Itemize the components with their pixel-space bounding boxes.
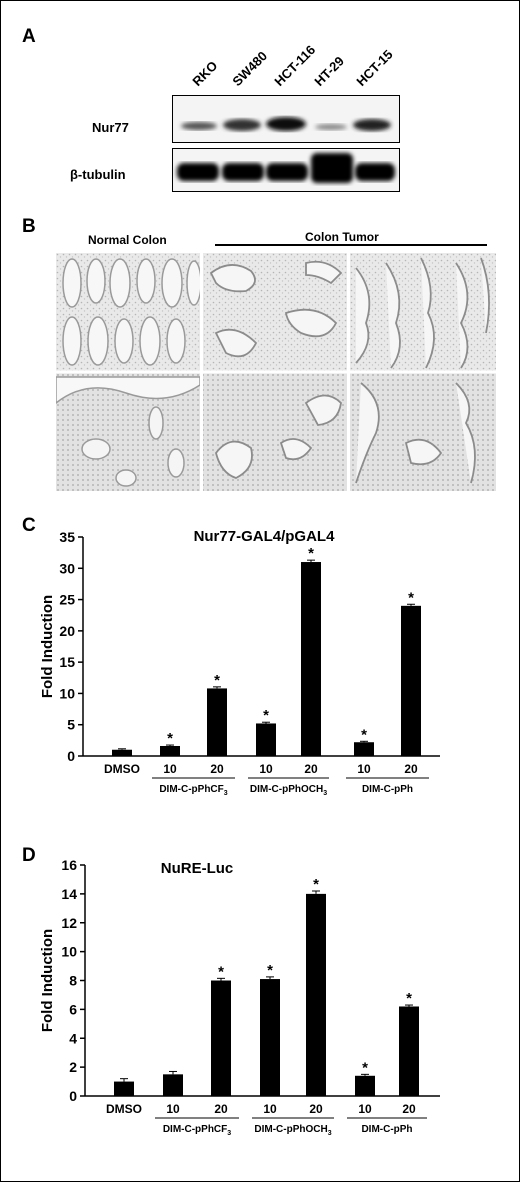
colon-tumor-bracket xyxy=(215,244,487,246)
blot-row-label-tubulin: β-tubulin xyxy=(70,167,126,182)
nur77-blot xyxy=(172,95,400,143)
histology-tumor-bottom-2 xyxy=(350,373,496,491)
x-tick-label-4: 20 xyxy=(309,1102,323,1116)
x-tick-label-6: 20 xyxy=(402,1102,416,1116)
group-label-2: DIM-C-pPh xyxy=(361,1124,412,1135)
y-tick-label-3: 15 xyxy=(59,654,75,670)
histology-tumor-top-1 xyxy=(203,253,347,371)
x-tick-label-1: 10 xyxy=(166,1102,180,1116)
y-axis-label: Fold Induction xyxy=(39,595,56,698)
y-tick-label-1: 5 xyxy=(67,717,75,733)
significance-marker-1: * xyxy=(167,730,173,747)
y-tick-label-0: 0 xyxy=(69,1088,77,1104)
y-tick-label-3: 6 xyxy=(69,1001,77,1017)
bar-4 xyxy=(301,562,321,756)
bar-5 xyxy=(355,1075,375,1096)
significance-marker-3: * xyxy=(267,962,273,979)
histology-tumor-top-2 xyxy=(350,253,496,371)
bar-3 xyxy=(260,979,280,1096)
y-tick-label-0: 0 xyxy=(67,748,75,764)
histology-grid xyxy=(55,253,496,491)
significance-marker-3: * xyxy=(263,707,269,724)
x-tick-label-3: 10 xyxy=(259,762,273,776)
group-label-0: DIM-C-pPhCF3 xyxy=(159,784,227,797)
y-tick-label-6: 30 xyxy=(59,560,75,576)
tubulin-blot xyxy=(172,148,400,192)
chart-nure-luc: NuRE-Luc Fold Induction 0 2 4 6 8 10 12 14 16 DMSO 1… xyxy=(39,857,440,1137)
bar-6 xyxy=(401,605,421,756)
y-tick-label-2: 10 xyxy=(59,685,75,701)
x-tick-label-2: 20 xyxy=(210,762,224,776)
y-tick-label-7: 35 xyxy=(59,529,75,545)
group-label-1: DIM-C-pPhOCH3 xyxy=(254,1124,331,1137)
group-label-2: DIM-C-pPh xyxy=(362,784,413,795)
panel-b-letter: B xyxy=(22,216,36,237)
significance-marker-6: * xyxy=(408,589,414,606)
y-tick-label-2: 4 xyxy=(69,1030,77,1046)
bar-1 xyxy=(160,745,180,756)
x-tick-label-2: 20 xyxy=(214,1102,228,1116)
y-axis-label: Fold Induction xyxy=(39,929,56,1032)
bar-6 xyxy=(399,1006,419,1096)
group-label-0: DIM-C-pPhCF3 xyxy=(163,1124,231,1137)
y-tick-label-8: 16 xyxy=(61,857,77,873)
bar-3 xyxy=(256,723,276,756)
normal-colon-label: Normal Colon xyxy=(88,233,167,247)
y-tick-label-1: 2 xyxy=(69,1059,77,1075)
bar-0 xyxy=(112,749,132,756)
bar-4 xyxy=(306,893,326,1096)
bar-2 xyxy=(211,980,231,1096)
colon-tumor-label: Colon Tumor xyxy=(305,230,379,244)
chart-nur77-gal4: Nur77-GAL4/pGAL4 Fold Induction 0 5 10 15 20 25… xyxy=(39,528,440,797)
blot-row-label-nur77: Nur77 xyxy=(92,120,129,135)
significance-marker-2: * xyxy=(218,963,224,980)
x-tick-label-0: DMSO xyxy=(106,1102,142,1116)
significance-marker-5: * xyxy=(362,1059,368,1076)
histology-tumor-bottom-1 xyxy=(203,373,347,491)
y-tick-label-4: 20 xyxy=(59,623,75,639)
significance-marker-5: * xyxy=(361,726,367,743)
bar-0 xyxy=(114,1081,134,1096)
x-tick-label-4: 20 xyxy=(304,762,318,776)
y-tick-label-6: 12 xyxy=(61,915,77,931)
chart-title: NuRE-Luc xyxy=(161,860,234,877)
significance-marker-4: * xyxy=(313,876,319,893)
bar-5 xyxy=(354,742,374,756)
histology-normal-bottom xyxy=(55,373,201,491)
chart-title: Nur77-GAL4/pGAL4 xyxy=(194,528,336,545)
panel-d-letter: D xyxy=(22,845,36,866)
y-tick-label-5: 25 xyxy=(59,592,75,608)
x-tick-label-0: DMSO xyxy=(104,762,140,776)
group-label-1: DIM-C-pPhOCH3 xyxy=(250,784,327,797)
x-tick-label-1: 10 xyxy=(163,762,177,776)
x-tick-label-6: 20 xyxy=(404,762,418,776)
significance-marker-2: * xyxy=(214,672,220,689)
significance-marker-4: * xyxy=(308,545,314,562)
histology-normal-top xyxy=(56,253,202,371)
significance-marker-6: * xyxy=(406,990,412,1007)
x-tick-label-5: 10 xyxy=(357,762,371,776)
bar-1 xyxy=(163,1074,183,1096)
x-tick-label-3: 10 xyxy=(263,1102,277,1116)
y-tick-label-5: 10 xyxy=(61,944,77,960)
panel-a-letter: A xyxy=(22,26,36,47)
bar-2 xyxy=(207,688,227,756)
y-tick-label-7: 14 xyxy=(61,886,77,902)
y-tick-label-4: 8 xyxy=(69,973,77,989)
x-tick-label-5: 10 xyxy=(358,1102,372,1116)
panel-c-letter: C xyxy=(22,515,36,536)
